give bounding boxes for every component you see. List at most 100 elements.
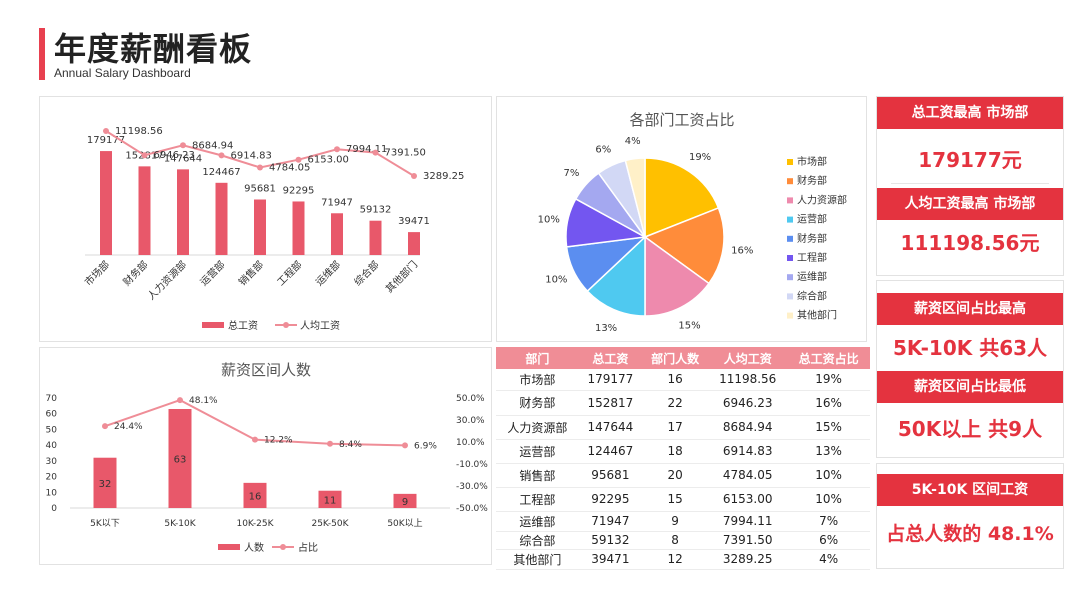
table-row: 工程部 92295 15 6153.00 10% xyxy=(496,487,870,512)
bar-total-6 xyxy=(331,213,343,255)
table-cell: 7994.11 xyxy=(708,511,788,532)
range-bar-label-0: 32 xyxy=(99,479,112,490)
bar-total-5 xyxy=(292,201,305,255)
bar-total-1 xyxy=(138,166,151,255)
range-x-tick-3: 25K-50K xyxy=(311,519,349,529)
pie-title: 各部门工资占比 xyxy=(629,111,734,129)
avg-point-3 xyxy=(218,152,225,159)
bar-label-6: 71947 xyxy=(321,197,353,208)
avg-label-1: 6946.23 xyxy=(154,150,195,161)
table-cell: 4% xyxy=(787,549,870,570)
y-right-tick-1: -30.0% xyxy=(456,482,488,492)
range-x-tick-0: 5K以下 xyxy=(90,519,120,529)
avg-point-6 xyxy=(334,146,340,153)
range-bar-label-4: 9 xyxy=(402,497,408,508)
range-bar-3 xyxy=(318,490,342,508)
range-bar-label-3: 11 xyxy=(324,495,337,506)
table-row: 运营部 124467 18 6914.83 13% xyxy=(496,439,870,464)
x-tick-label-1: 财务部 xyxy=(120,258,150,288)
pie-legend-label-0: 市场部 xyxy=(797,155,827,168)
pie-legend-label-3: 运营部 xyxy=(797,213,827,226)
bar-label-7: 59132 xyxy=(360,205,392,216)
kpi-card-top-salary: 总工资最高 市场部 179177元 人均工资最高 市场部 111198.56元 xyxy=(876,96,1064,276)
table-cell: 财务部 xyxy=(496,390,579,416)
dept-summary-table: 部门 总工资 部门人数 人均工资 总工资占比 市场部 179177 16 11198.56 19… xyxy=(496,347,870,570)
table-cell: 9 xyxy=(641,511,709,532)
kpi-card-range-extremes: 薪资区间占比最高 5K-10K 共63人 薪资区间占比最低 50K以上 共9人 xyxy=(876,280,1064,458)
table-cell: 59132 xyxy=(578,531,642,550)
pie-slice-1 xyxy=(643,206,725,285)
legend-swatch-total xyxy=(202,322,224,328)
table-cell: 人力资源部 xyxy=(496,415,579,440)
table-cell: 6153.00 xyxy=(708,487,788,512)
avg-label-7: 7391.50 xyxy=(385,148,426,159)
table-cell: 124467 xyxy=(578,439,642,464)
y-left-tick-7: 70 xyxy=(46,394,58,404)
pie-legend-swatch-1 xyxy=(787,178,793,185)
table-header-cell: 总工资 xyxy=(578,347,642,369)
table-cell: 152817 xyxy=(578,390,642,416)
avg-label-8: 3289.25 xyxy=(423,171,464,182)
page-subtitle: Annual Salary Dashboard xyxy=(54,66,191,80)
table-row: 其他部门 39471 12 3289.25 4% xyxy=(496,549,870,570)
table-cell: 工程部 xyxy=(496,487,579,512)
y-left-tick-6: 60 xyxy=(46,410,58,420)
pie-label-0: 19% xyxy=(689,152,711,163)
legend-label-count: 人数 xyxy=(244,541,264,554)
y-left-tick-2: 20 xyxy=(46,473,58,483)
bar-total-8 xyxy=(408,232,420,255)
table-cell: 12 xyxy=(641,549,709,570)
bar-total-7 xyxy=(369,220,382,255)
kpi-card-range-share: 5K-10K 区间工资 占总人数的 48.1% xyxy=(876,463,1064,569)
table-cell: 6914.83 xyxy=(708,439,788,464)
avg-label-3: 6914.83 xyxy=(231,150,272,161)
pie-legend-swatch-8 xyxy=(787,312,793,319)
table-row: 销售部 95681 20 4784.05 10% xyxy=(496,463,870,488)
y-right-tick-3: 10.0% xyxy=(456,438,485,448)
kpi-value-range-max: 5K-10K 共63人 xyxy=(892,336,1048,360)
salary-range-chart-panel: 薪资区间人数 0 10 20 30 40 50 60 70 -50.0% -30.0% -10.0% 1… xyxy=(39,347,492,565)
bar-label-8: 39471 xyxy=(398,216,430,227)
table-cell: 7% xyxy=(787,511,870,532)
table-cell: 6% xyxy=(787,531,870,550)
x-tick-label-3: 运营部 xyxy=(197,258,227,288)
pie-legend-swatch-6 xyxy=(787,274,793,281)
pie-legend-label-6: 运维部 xyxy=(797,270,827,283)
pie-slice-0 xyxy=(644,157,720,239)
table-cell: 销售部 xyxy=(496,463,579,488)
legend-label-avg: 人均工资 xyxy=(300,320,340,332)
kpi-heading-range-share: 5K-10K 区间工资 xyxy=(877,474,1063,506)
table-row: 综合部 59132 8 7391.50 6% xyxy=(496,531,870,550)
table-header-cell: 人均工资 xyxy=(708,347,788,369)
pie-slice-2 xyxy=(644,235,710,317)
table-cell: 179177 xyxy=(578,369,642,391)
table-cell: 147644 xyxy=(578,415,642,440)
pie-legend-swatch-4 xyxy=(787,235,793,242)
avg-point-1 xyxy=(141,152,148,159)
range-bar-0 xyxy=(93,457,117,508)
page-title: 年度薪酬看板 xyxy=(54,30,253,68)
range-bar-1 xyxy=(168,409,192,508)
table-cell: 15 xyxy=(641,487,709,512)
pie-label-2: 15% xyxy=(678,320,700,331)
salary-range-chart: 薪资区间人数 0 10 20 30 40 50 60 70 -50.0% -30.0% -10.0% 1… xyxy=(46,361,489,554)
table-cell: 4784.05 xyxy=(708,463,788,488)
legend-marker-avg xyxy=(283,322,289,328)
avg-label-2: 8684.94 xyxy=(192,140,233,151)
table-row: 财务部 152817 22 6946.23 16% xyxy=(496,390,870,416)
kpi-value-range-share: 占总人数的 48.1% xyxy=(886,523,1054,545)
range-x-tick-1: 5K-10K xyxy=(164,519,196,529)
table-row: 运维部 71947 9 7994.11 7% xyxy=(496,511,870,532)
kpi-heading-top-total: 总工资最高 市场部 xyxy=(877,97,1063,129)
pie-label-3: 13% xyxy=(595,323,617,334)
table-cell: 71947 xyxy=(578,511,642,532)
table-cell: 10% xyxy=(787,463,870,488)
table-cell: 22 xyxy=(641,390,709,416)
bar-label-3: 124467 xyxy=(202,167,240,178)
bar-label-0: 179177 xyxy=(87,135,125,146)
pie-legend-label-5: 工程部 xyxy=(797,251,827,264)
pie-legend-swatch-5 xyxy=(787,255,793,261)
kpi-heading-range-max: 薪资区间占比最高 xyxy=(877,293,1063,325)
pie-legend-swatch-2 xyxy=(787,197,793,204)
share-point-3 xyxy=(327,440,333,447)
